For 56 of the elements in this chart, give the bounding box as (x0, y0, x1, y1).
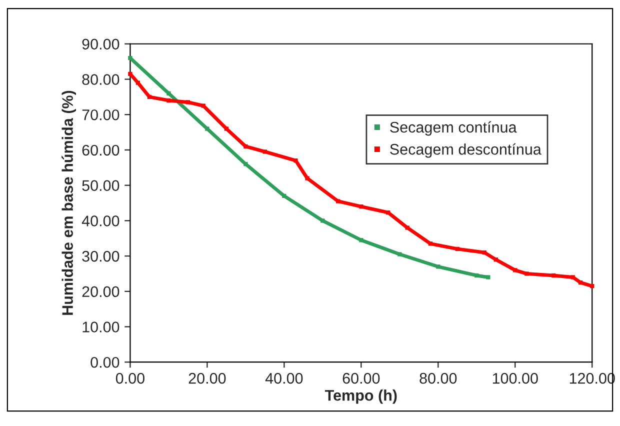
point (590, 284, 594, 288)
point (320, 218, 325, 223)
point (482, 250, 486, 255)
x-tick-label: 40.00 (265, 372, 303, 384)
x-axis-title: Tempo (h) (324, 390, 397, 404)
legend-label: Secagem descontínua (390, 143, 542, 158)
point (513, 268, 518, 272)
point (455, 246, 460, 252)
point (578, 280, 583, 285)
point (436, 264, 440, 269)
point (524, 272, 529, 276)
y-tick-label: 10.00 (82, 322, 120, 332)
x-tick-label: 100.00 (492, 372, 538, 384)
point (486, 275, 490, 280)
point (359, 204, 364, 209)
y-tick-label: 20.00 (82, 286, 120, 298)
point (570, 275, 575, 280)
y-axis-title: Humidade em base húmida (%) (62, 90, 76, 315)
point (201, 104, 206, 108)
point (186, 100, 190, 104)
point (552, 273, 556, 278)
y-tick-label: 70.00 (82, 109, 120, 120)
y-tick-label: 40.00 (82, 216, 120, 226)
point (405, 226, 410, 230)
point (136, 80, 140, 85)
legend-label: Secagem contínua (390, 121, 517, 136)
point (128, 72, 132, 76)
y-tick-label: 80.00 (82, 74, 120, 85)
point (428, 242, 433, 246)
y-tick-label: 0.00 (90, 356, 120, 368)
y-tick-label: 30.00 (82, 250, 120, 262)
point (147, 94, 152, 99)
x-tick-label: 60.00 (342, 372, 380, 384)
point (244, 144, 248, 148)
point (205, 126, 210, 131)
y-tick-label: 60.00 (82, 144, 120, 156)
point (359, 238, 364, 242)
point (166, 98, 171, 103)
point (305, 176, 310, 180)
x-tick-label: 0.00 (116, 372, 144, 384)
point (128, 56, 132, 60)
x-tick-label: 80.00 (420, 372, 457, 384)
point (224, 126, 229, 131)
point (398, 252, 402, 256)
x-tick-label: 20.00 (188, 372, 226, 384)
point (282, 194, 286, 198)
point (336, 199, 340, 204)
point (494, 257, 498, 262)
point (294, 158, 298, 163)
y-tick-label: 50.00 (82, 180, 120, 191)
point (262, 150, 268, 154)
point (244, 162, 248, 166)
point (386, 210, 390, 215)
point (474, 273, 479, 278)
y-tick-label: 90.00 (82, 38, 120, 50)
point (166, 91, 171, 96)
